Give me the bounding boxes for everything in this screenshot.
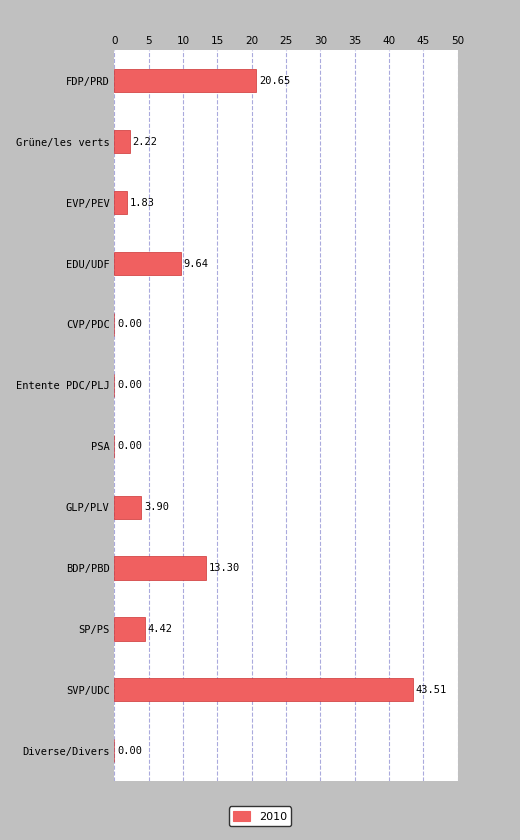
Bar: [114, 252, 180, 276]
Bar: [114, 69, 256, 92]
Bar: [114, 191, 127, 214]
Text: 1.83: 1.83: [129, 197, 155, 207]
Bar: [114, 678, 413, 701]
Bar: [114, 496, 141, 519]
Bar: [114, 556, 206, 580]
Text: 9.64: 9.64: [184, 259, 209, 269]
Text: 2.22: 2.22: [133, 137, 158, 147]
Bar: [114, 617, 145, 641]
Text: 13.30: 13.30: [209, 563, 240, 573]
Bar: [114, 130, 129, 154]
Text: 43.51: 43.51: [416, 685, 447, 695]
Legend: 2010: 2010: [229, 806, 291, 826]
Text: 0.00: 0.00: [117, 381, 142, 391]
Text: 0.00: 0.00: [117, 319, 142, 329]
Text: 20.65: 20.65: [259, 76, 290, 86]
Text: 3.90: 3.90: [144, 502, 169, 512]
Text: 4.42: 4.42: [148, 624, 173, 634]
Text: 0.00: 0.00: [117, 441, 142, 451]
Text: 0.00: 0.00: [117, 746, 142, 756]
